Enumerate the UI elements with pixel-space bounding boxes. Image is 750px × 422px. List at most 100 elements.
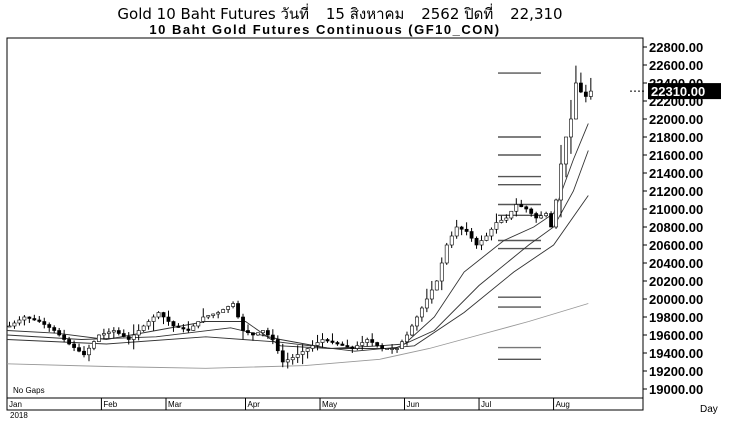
price-bar-body	[221, 309, 226, 313]
price-bar-body	[111, 330, 116, 333]
y-tick-label: 21000.00	[649, 202, 703, 217]
price-bar-body	[340, 343, 345, 346]
price-bar-body	[444, 244, 449, 264]
price-bar-body	[375, 342, 380, 346]
price-bar-body	[256, 332, 260, 336]
price-bar-body	[52, 327, 57, 331]
price-bar-body	[97, 334, 101, 342]
price-bar-body	[67, 339, 72, 345]
moving-average-line	[6, 303, 589, 369]
price-bar-body	[365, 339, 370, 343]
price-bar-body	[499, 219, 504, 223]
price-bar-body	[161, 312, 166, 318]
price-bar-body	[509, 210, 514, 219]
chart-frame	[6, 37, 644, 411]
price-bar-body	[534, 213, 539, 219]
price-bar-body	[489, 228, 494, 237]
y-tick-label: 22000.00	[649, 112, 703, 127]
price-bar-body	[474, 237, 479, 246]
price-bar-body	[62, 334, 67, 340]
price-bar-body	[449, 235, 454, 246]
price-bar-body	[583, 91, 588, 97]
price-bar-body	[146, 321, 151, 327]
price-bar-body	[47, 324, 52, 328]
month-label: Aug	[556, 400, 570, 409]
price-bar-body	[265, 330, 270, 336]
price-bar-body	[196, 321, 201, 327]
y-tick-label: 19400.00	[649, 346, 703, 361]
price-bar-body	[484, 235, 489, 241]
price-bar-body	[410, 325, 414, 336]
month-label: Mar	[168, 400, 182, 409]
year-label: 2018	[10, 411, 28, 420]
month-label: Jun	[407, 400, 420, 409]
price-bar-body	[166, 316, 171, 322]
price-bar-body	[7, 325, 12, 328]
price-bar-body	[514, 204, 519, 212]
price-bar-body	[87, 347, 91, 356]
price-bar-body	[559, 163, 563, 201]
price-bar-body	[216, 312, 221, 315]
price-bar-body	[395, 348, 399, 350]
price-bar-body	[246, 330, 250, 334]
y-tick-label: 21800.00	[649, 130, 703, 145]
moving-averages	[6, 123, 589, 369]
y-tick-label: 20600.00	[649, 238, 703, 253]
price-bar-body	[126, 336, 131, 340]
price-bar-body	[275, 339, 280, 352]
month-label: Apr	[248, 400, 261, 409]
price-bar-body	[226, 306, 231, 310]
price-bar-body	[156, 312, 161, 318]
price-bar-body	[554, 199, 558, 228]
price-bar-body	[524, 206, 529, 210]
x-axis-label: Day	[700, 404, 718, 415]
price-bar-body	[529, 208, 534, 214]
price-bar-body	[380, 345, 385, 349]
price-bar-body	[231, 303, 235, 307]
price-bar-body	[141, 325, 146, 331]
price-bar-body	[479, 240, 484, 246]
price-bar-body	[539, 215, 544, 219]
price-bar-body	[320, 339, 325, 343]
price-bar-body	[315, 342, 320, 346]
price-bar-body	[12, 322, 17, 327]
y-tick-label: 20200.00	[649, 274, 703, 289]
price-bar-body	[116, 330, 121, 334]
price-bar-body	[385, 348, 390, 350]
price-bar-body	[211, 313, 216, 316]
price-bar-body	[415, 316, 419, 327]
price-bar-body	[405, 334, 409, 343]
y-tick-label: 19200.00	[649, 364, 703, 379]
price-bar-body	[370, 339, 375, 343]
price-bar-body	[330, 340, 335, 343]
price-bar-body	[131, 334, 136, 340]
price-bar-body	[345, 345, 350, 348]
price-bar-body	[300, 351, 305, 355]
y-axis: 19000.00 19200.00 19400.00 19600.00 19800.00…	[630, 40, 721, 397]
price-bars	[7, 65, 593, 369]
price-bar-body	[549, 213, 553, 228]
price-bar-body	[429, 289, 434, 300]
price-bar-body	[121, 333, 126, 337]
last-price-box	[648, 83, 721, 100]
price-bar-body	[42, 321, 47, 325]
y-tick-label: 21200.00	[649, 184, 703, 199]
month-label: Feb	[103, 400, 117, 409]
price-bar-body	[469, 231, 474, 239]
price-bar-body	[310, 345, 315, 349]
x-axis: Jan Feb Mar Apr May Jun Jul Aug 2018 No Gaps Day	[6, 386, 718, 420]
price-bar-body	[151, 316, 156, 322]
price-bar-body	[241, 316, 245, 331]
y-tick-label: 20800.00	[649, 220, 703, 235]
price-bar-body	[27, 316, 32, 319]
y-tick-label: 19000.00	[649, 382, 703, 397]
price-bar-body	[454, 226, 459, 237]
price-bar-body	[335, 342, 340, 345]
price-bar-body	[325, 339, 330, 342]
price-bar-body	[360, 342, 365, 346]
price-bar-body	[260, 330, 265, 334]
price-bar-body	[295, 354, 300, 358]
price-bar-body	[77, 347, 81, 352]
price-bar-body	[201, 316, 206, 322]
price-bar-body	[434, 280, 439, 291]
